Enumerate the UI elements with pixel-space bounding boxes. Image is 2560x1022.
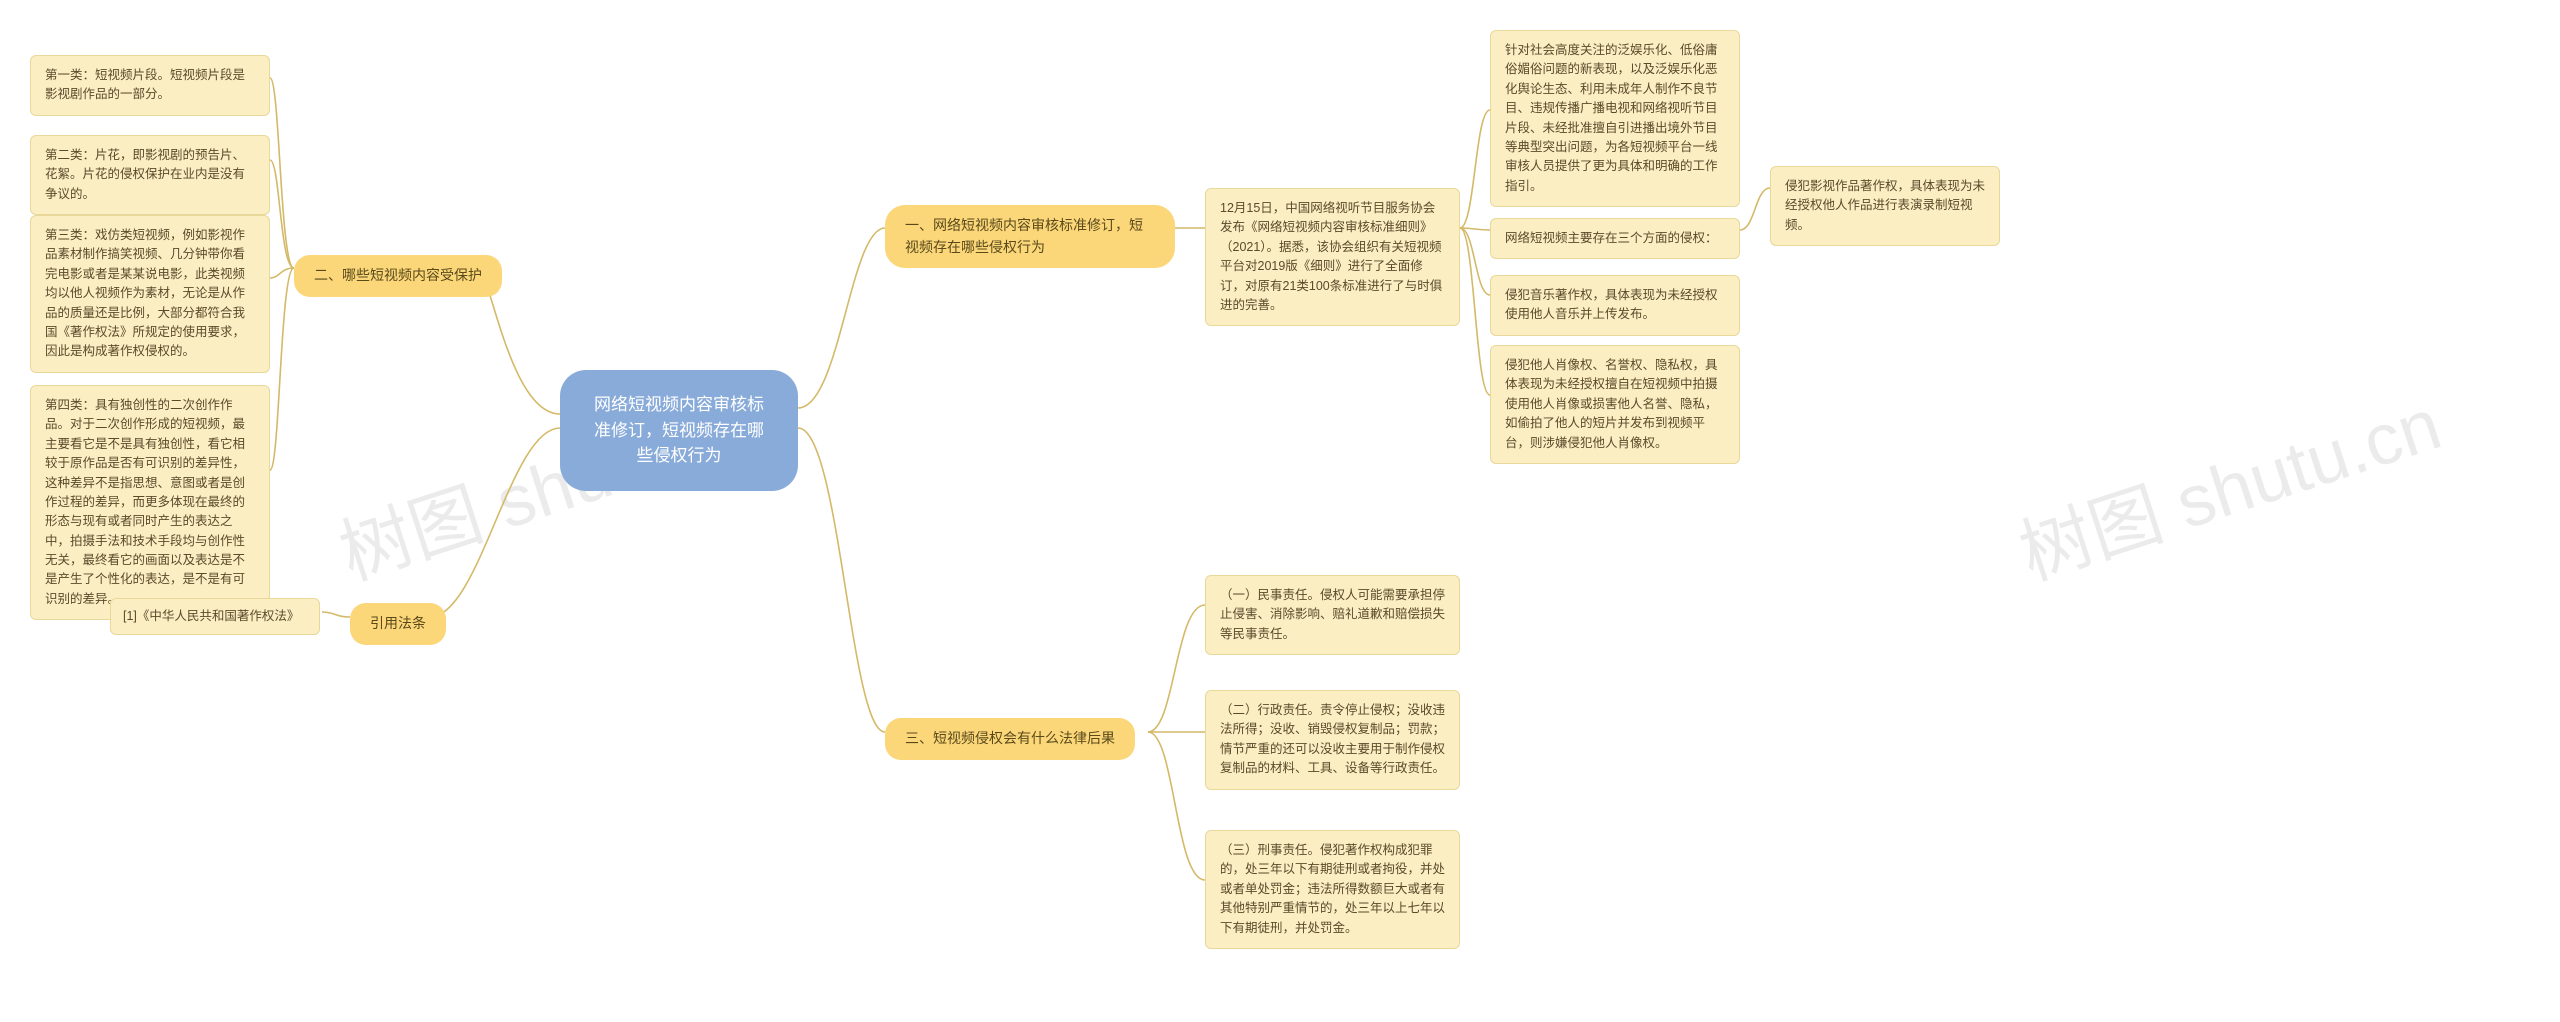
branch-protected-content[interactable]: 二、哪些短视频内容受保护 (294, 255, 502, 297)
leaf-type1: 第一类：短视频片段。短视频片段是影视剧作品的一部分。 (30, 55, 270, 116)
edge (1740, 188, 1770, 230)
leaf-portrait-rights: 侵犯他人肖像权、名誉权、隐私权，具体表现为未经授权擅自在短视频中拍摄使用他人肖像… (1490, 345, 1740, 464)
leaf-three-aspects: 网络短视频主要存在三个方面的侵权： (1490, 218, 1740, 259)
edge (430, 428, 560, 617)
leaf-type2: 第二类：片花，即影视剧的预告片、花絮。片花的侵权保护在业内是没有争议的。 (30, 135, 270, 215)
leaf-type3: 第三类：戏仿类短视频，例如影视作品素材制作搞笑视频、几分钟带你看完电影或者是某某… (30, 215, 270, 373)
leaf-music-copyright: 侵犯音乐著作权，具体表现为未经授权使用他人音乐并上传发布。 (1490, 275, 1740, 336)
edge (1460, 110, 1490, 228)
leaf-film-copyright: 侵犯影视作品著作权，具体表现为未经授权他人作品进行表演录制短视频。 (1770, 166, 2000, 246)
branch-standard-revision[interactable]: 一、网络短视频内容审核标准修订，短视频存在哪些侵权行为 (885, 205, 1175, 268)
branch-citation[interactable]: 引用法条 (350, 603, 446, 645)
edge (322, 612, 350, 617)
leaf-guidance: 针对社会高度关注的泛娱乐化、低俗庸俗媚俗问题的新表现，以及泛娱乐化恶化舆论生态、… (1490, 30, 1740, 207)
leaf-citation: [1]《中华人民共和国著作权法》 (110, 598, 320, 635)
edge (1148, 605, 1205, 732)
leaf-announcement: 12月15日，中国网络视听节目服务协会发布《网络短视频内容审核标准细则》（202… (1205, 188, 1460, 326)
edge (798, 228, 885, 408)
center-topic[interactable]: 网络短视频内容审核标准修订，短视频存在哪些侵权行为 (560, 370, 798, 491)
edge (270, 160, 294, 268)
edge (1460, 228, 1490, 230)
leaf-criminal-liability: （三）刑事责任。侵犯著作权构成犯罪的，处三年以下有期徒刑或者拘役，并处或者单处罚… (1205, 830, 1460, 949)
leaf-type4: 第四类：具有独创性的二次创作作品。对于二次创作形成的短视频，最主要看它是不是具有… (30, 385, 270, 620)
edge (1460, 228, 1490, 295)
edge (1460, 228, 1490, 395)
edge (270, 78, 294, 268)
branch-legal-consequences[interactable]: 三、短视频侵权会有什么法律后果 (885, 718, 1135, 760)
leaf-admin-liability: （二）行政责任。责令停止侵权；没收违法所得；没收、销毁侵权复制品；罚款；情节严重… (1205, 690, 1460, 790)
edge (270, 268, 294, 470)
leaf-civil-liability: （一）民事责任。侵权人可能需要承担停止侵害、消除影响、赔礼道歉和赔偿损失等民事责… (1205, 575, 1460, 655)
edge (798, 428, 885, 732)
watermark: 树图 shutu.cn (2004, 365, 2451, 600)
edge (1148, 732, 1205, 880)
edge (270, 268, 294, 278)
